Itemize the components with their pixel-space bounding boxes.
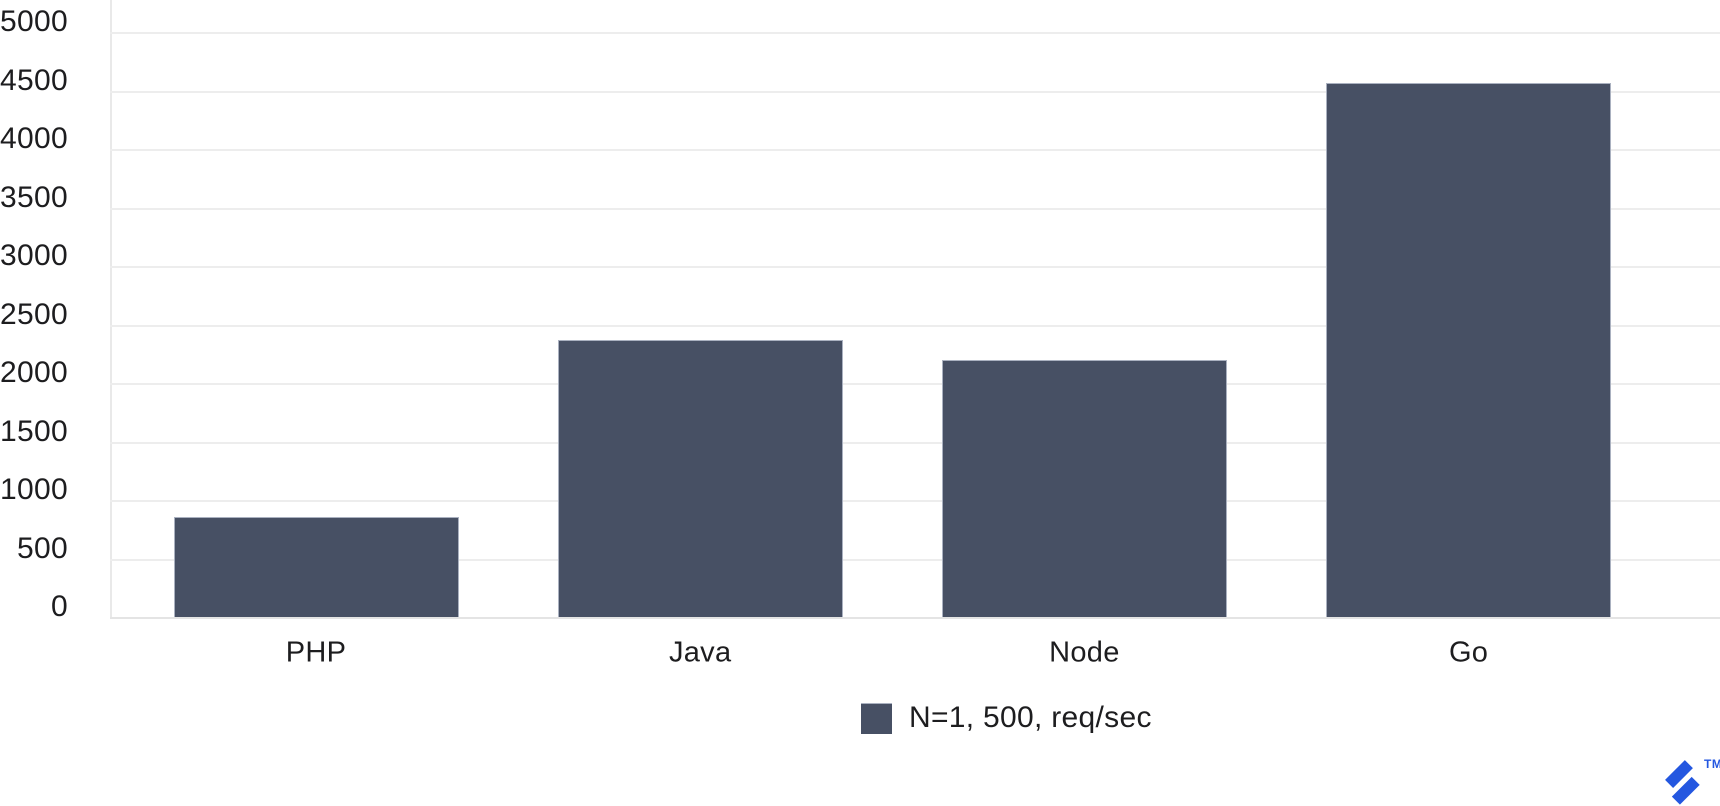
x-axis-tick-label-java: Java bbox=[668, 636, 732, 669]
gridline bbox=[110, 558, 1720, 561]
y-axis-tick-label: 3000 bbox=[0, 239, 68, 272]
y-axis-tick-label: 1500 bbox=[0, 414, 68, 448]
bar-node bbox=[941, 359, 1227, 617]
x-axis-tick-label-go: Go bbox=[1448, 636, 1489, 669]
trademark-symbol: TM bbox=[1704, 757, 1720, 771]
x-axis-baseline bbox=[110, 617, 1720, 619]
gridline bbox=[110, 207, 1720, 210]
gridline bbox=[110, 324, 1720, 327]
y-axis-tick-label: 4500 bbox=[0, 63, 68, 97]
bar-php bbox=[173, 516, 459, 617]
x-axis-tick-label-node: Node bbox=[1049, 636, 1120, 669]
gridline bbox=[110, 32, 1720, 34]
gridline bbox=[110, 90, 1720, 93]
bar-go bbox=[1326, 82, 1612, 617]
legend-swatch bbox=[861, 702, 892, 734]
x-axis-tick-label-php: PHP bbox=[285, 636, 347, 669]
gridline bbox=[110, 266, 1720, 268]
bar-java bbox=[557, 339, 843, 617]
y-axis-tick-label: 0 bbox=[51, 590, 68, 623]
gridline bbox=[110, 383, 1720, 385]
y-axis-tick-label: 5000 bbox=[0, 5, 68, 38]
brand-mark: TM bbox=[1662, 756, 1720, 806]
y-axis-tick-label: 2000 bbox=[0, 356, 68, 389]
y-axis-tick-label: 2500 bbox=[0, 297, 68, 331]
y-axis-line bbox=[110, 0, 112, 619]
gridline bbox=[110, 500, 1720, 502]
y-axis-tick-label: 4000 bbox=[0, 122, 68, 155]
y-axis-tick-label: 3500 bbox=[0, 180, 68, 214]
gridline bbox=[110, 149, 1720, 151]
legend-item[interactable]: N=1, 500, req/sec bbox=[861, 701, 1152, 735]
toptal-logo-icon bbox=[1665, 760, 1700, 805]
legend-label: N=1, 500, req/sec bbox=[909, 701, 1152, 734]
y-axis-tick-label: 1000 bbox=[0, 473, 68, 506]
gridline bbox=[110, 441, 1720, 444]
y-axis-tick-label: 500 bbox=[17, 531, 68, 565]
